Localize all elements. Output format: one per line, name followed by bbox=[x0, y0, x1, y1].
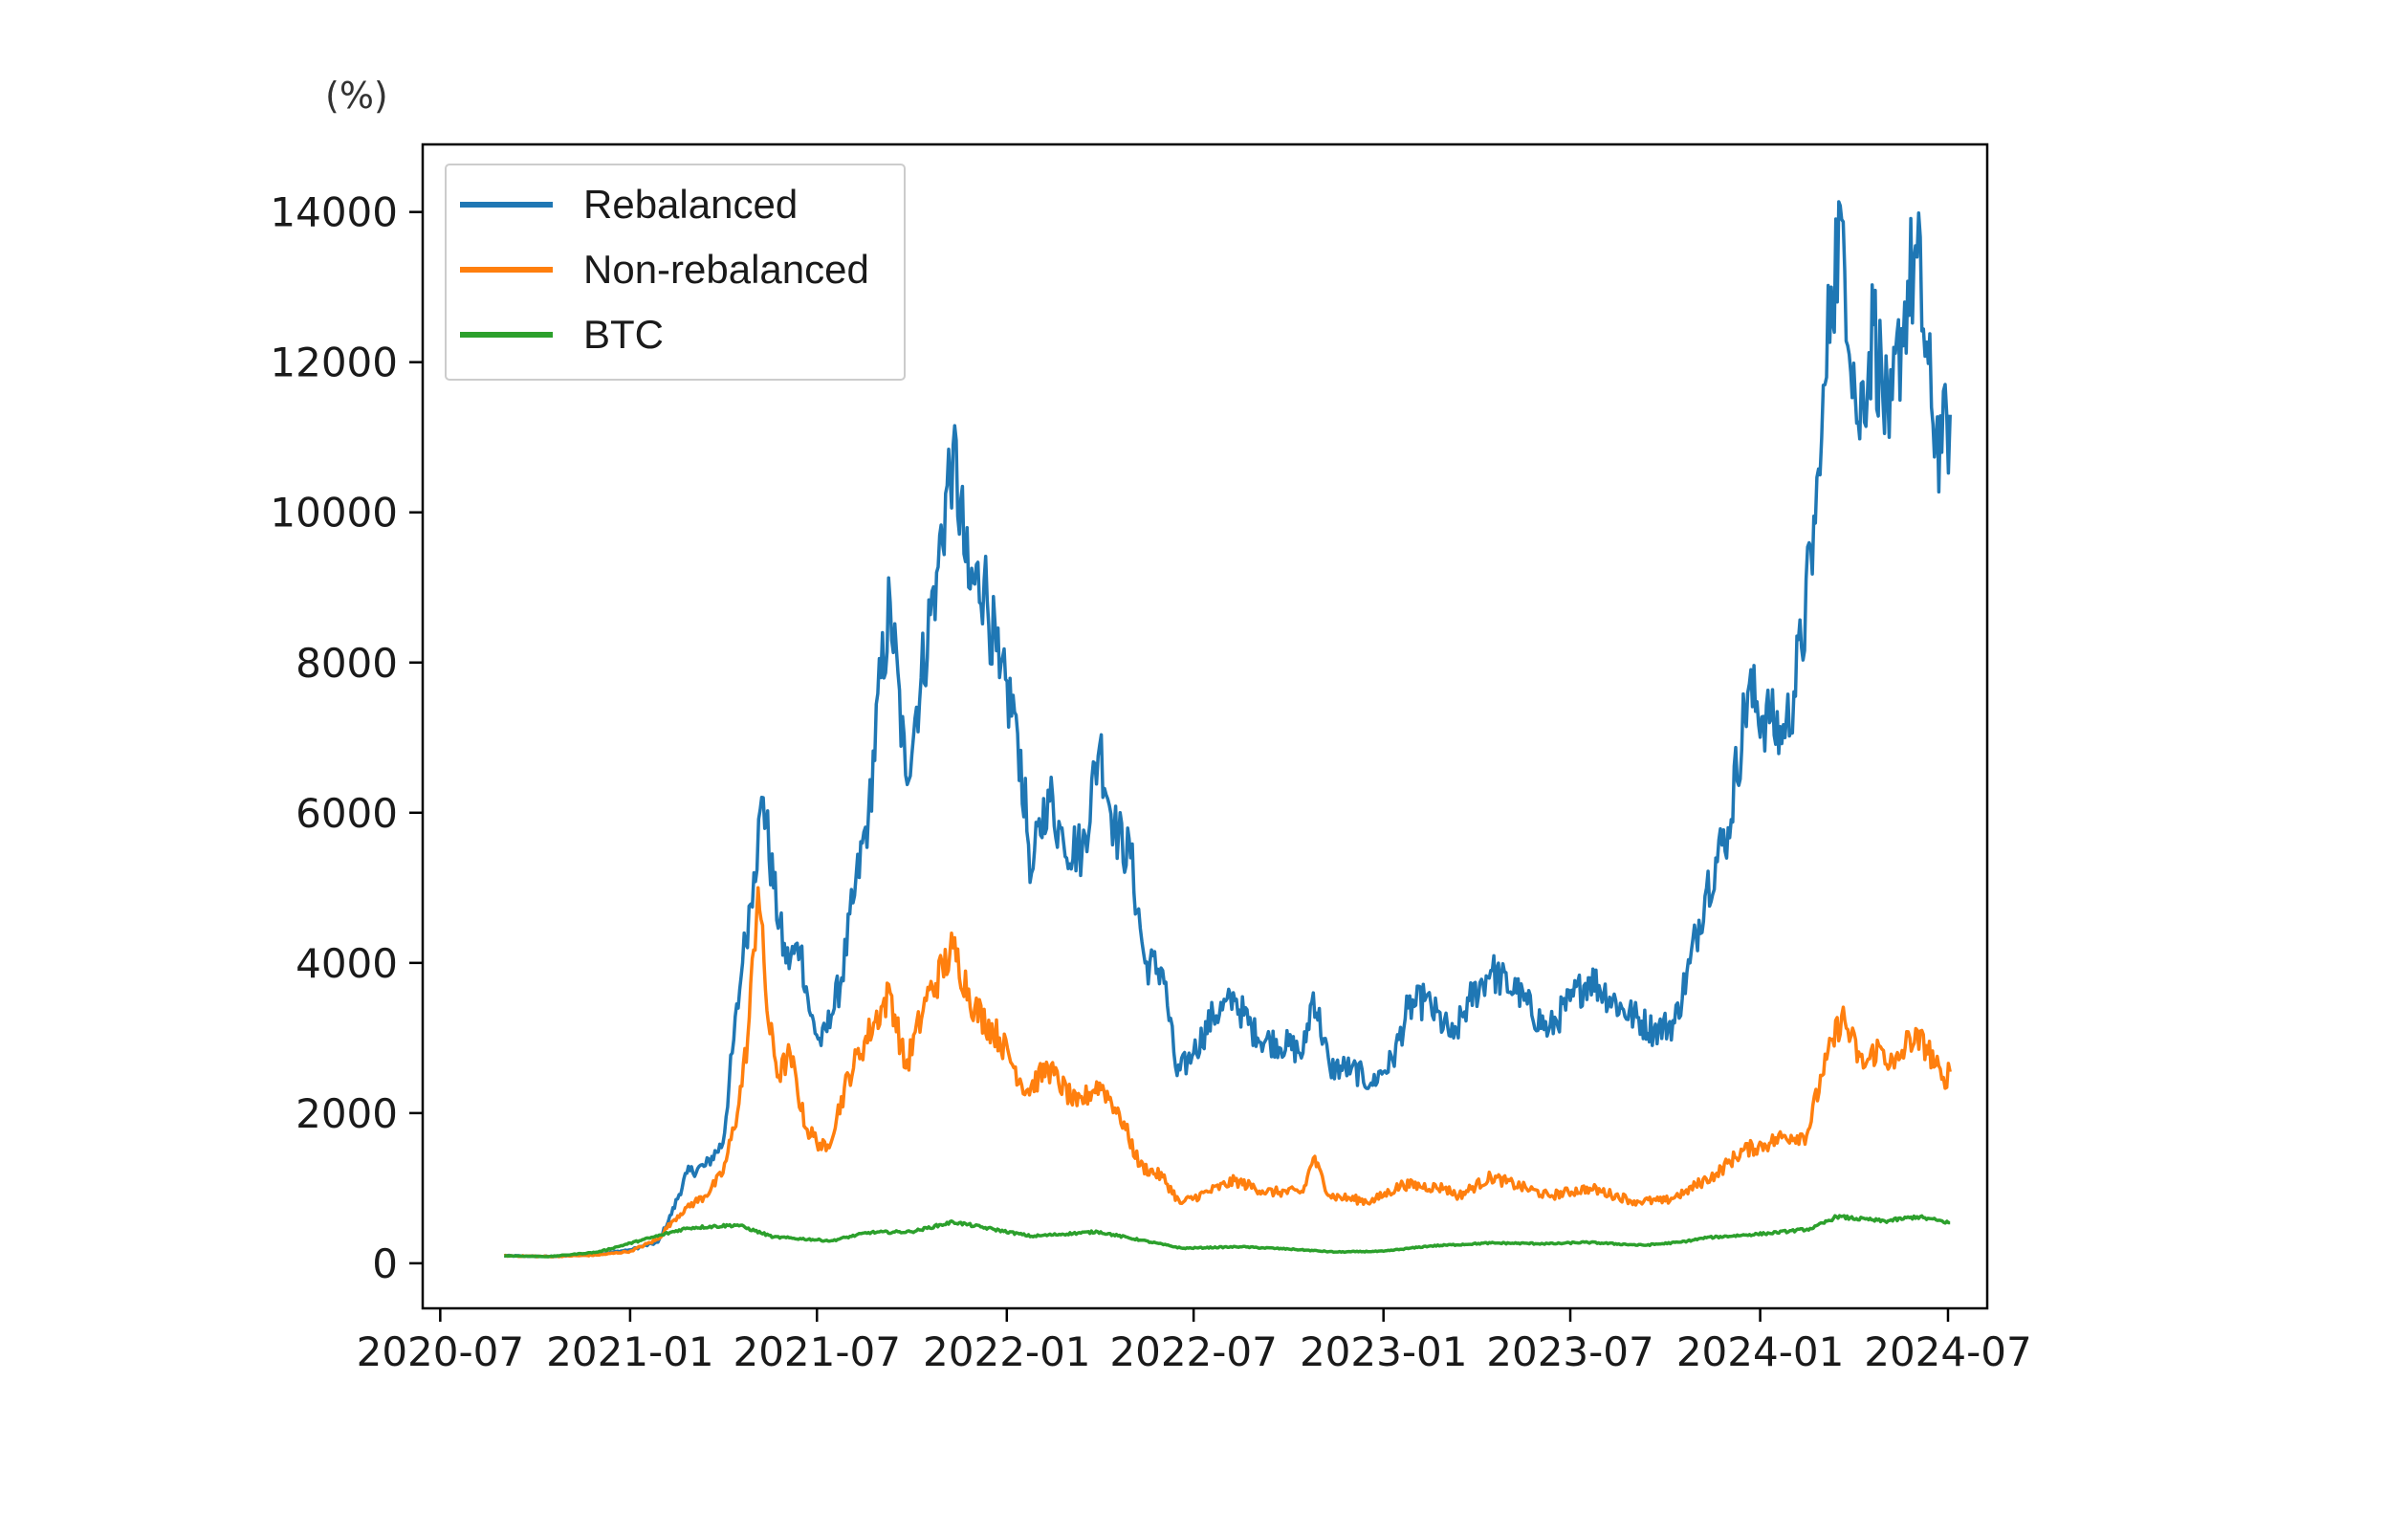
series-line-btc bbox=[504, 1214, 1951, 1259]
x-tick-label: 2020-07 bbox=[357, 1328, 525, 1375]
y-tick-label: 12000 bbox=[270, 340, 398, 386]
y-tick-label: 14000 bbox=[270, 189, 398, 236]
y-tick-label: 4000 bbox=[296, 940, 398, 987]
y-unit-label: (%) bbox=[325, 75, 388, 117]
legend-label: Rebalanced bbox=[583, 182, 798, 227]
y-axis: 0 2000 4000 6000 8000 10000 12000 14000 bbox=[270, 189, 423, 1287]
x-tick-label: 2022-01 bbox=[923, 1328, 1091, 1375]
y-tick-label: 6000 bbox=[296, 790, 398, 837]
legend: Rebalanced Non-rebalanced BTC bbox=[445, 164, 906, 381]
x-tick-label: 2024-07 bbox=[1864, 1328, 2032, 1375]
series-line-non-rebalanced bbox=[503, 886, 1952, 1259]
x-tick-label: 2023-01 bbox=[1300, 1328, 1468, 1375]
series-layer bbox=[503, 200, 1952, 1259]
x-tick-label: 2022-07 bbox=[1109, 1328, 1278, 1375]
x-tick-label: 2023-07 bbox=[1486, 1328, 1654, 1375]
x-tick-label: 2021-01 bbox=[546, 1328, 714, 1375]
y-tick-label: 0 bbox=[372, 1240, 398, 1287]
x-tick-label: 2021-07 bbox=[733, 1328, 901, 1375]
series-line-rebalanced bbox=[503, 200, 1952, 1259]
y-tick-label: 2000 bbox=[296, 1090, 398, 1137]
legend-label: Non-rebalanced bbox=[583, 247, 869, 292]
legend-box bbox=[445, 164, 906, 381]
y-tick-label: 8000 bbox=[296, 640, 398, 687]
x-axis: 2020-07 2021-01 2021-07 2022-01 2022-07 2023-… bbox=[357, 1308, 2032, 1375]
plot-frame bbox=[421, 143, 1989, 1310]
y-tick-label: 10000 bbox=[270, 490, 398, 537]
x-tick-label: 2024-01 bbox=[1676, 1328, 1845, 1375]
legend-label: BTC bbox=[583, 312, 664, 357]
